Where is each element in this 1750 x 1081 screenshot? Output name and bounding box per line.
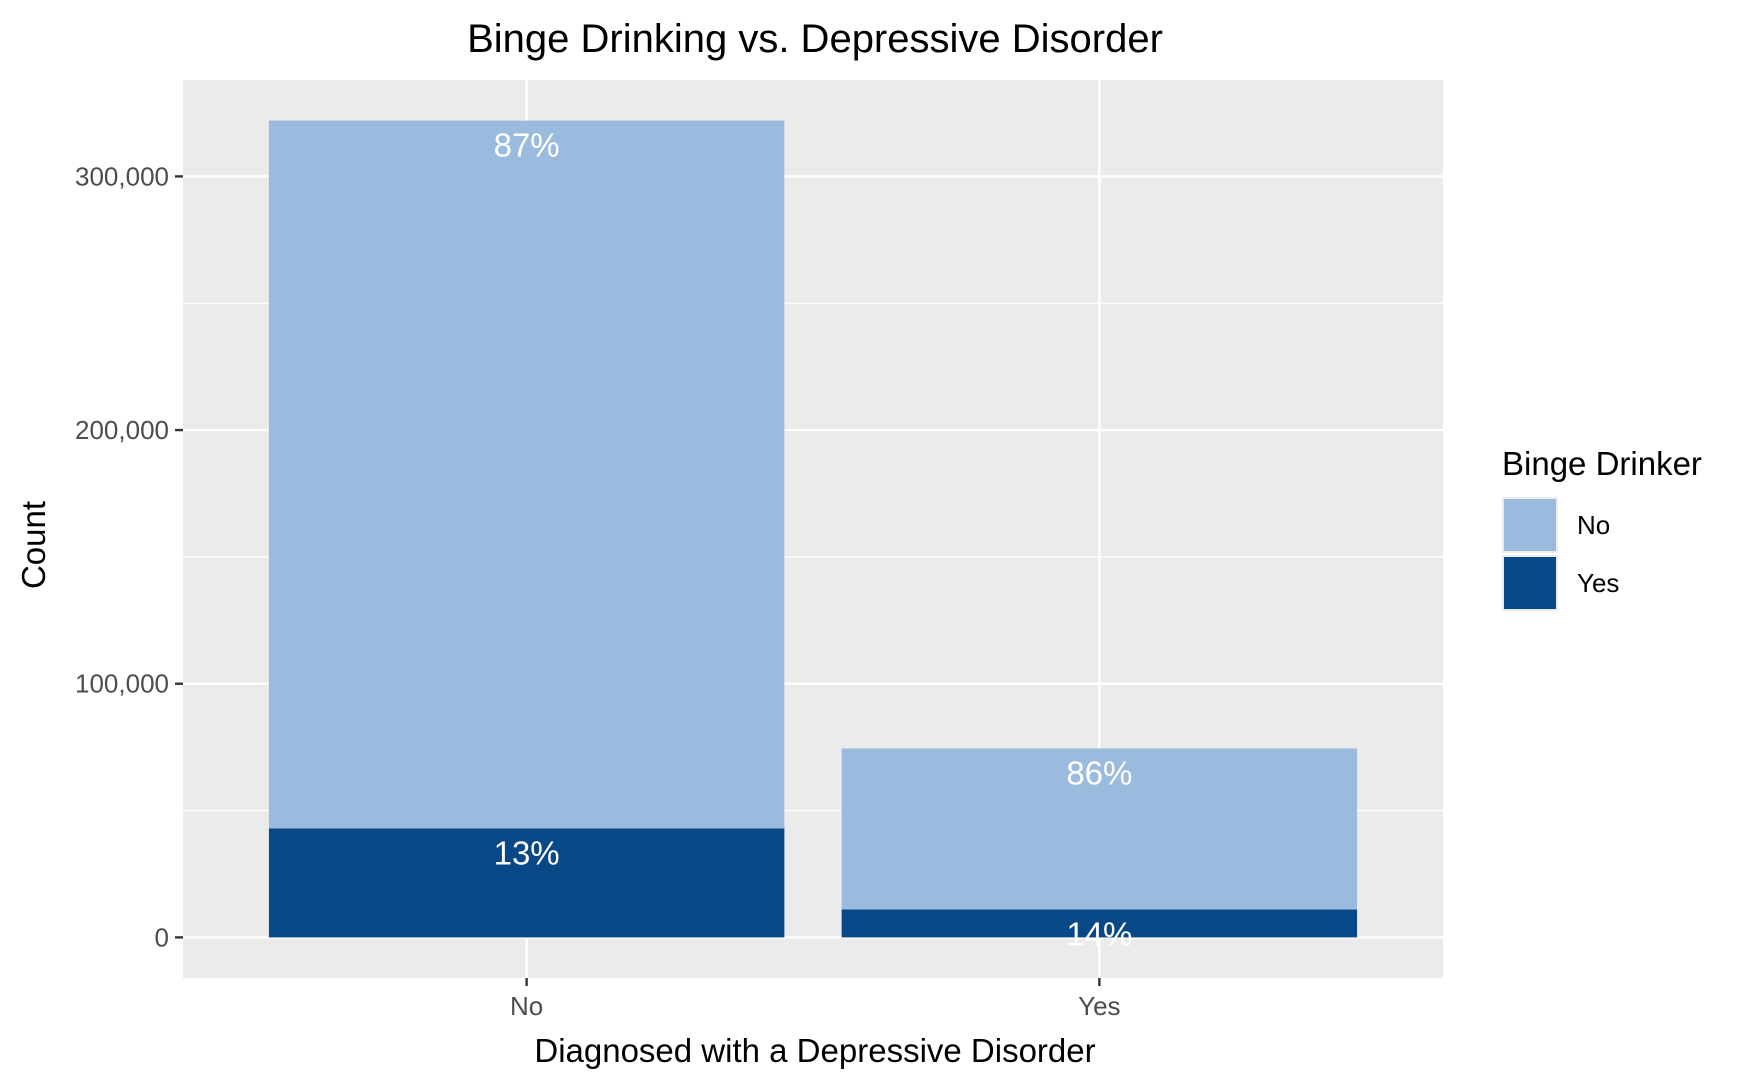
y-tick-label: 200,000: [75, 415, 169, 445]
y-tick-label: 300,000: [75, 161, 169, 191]
x-axis-title: Diagnosed with a Depressive Disorder: [534, 1032, 1095, 1069]
data-labels: 87% 13% 86% 14%: [494, 127, 1133, 953]
legend-swatch-no: [1504, 499, 1556, 551]
legend: Binge Drinker No Yes: [1502, 445, 1702, 611]
y-tick-label: 100,000: [75, 669, 169, 699]
legend-title: Binge Drinker: [1502, 445, 1702, 482]
bar-yes-yes: [841, 909, 1358, 938]
bar-no-yes: [268, 828, 785, 938]
bar-yes-no: [841, 748, 1358, 910]
legend-items: No Yes: [1502, 497, 1619, 611]
data-label: 87%: [494, 127, 560, 164]
legend-swatch-yes: [1504, 557, 1556, 609]
data-label: 14%: [1066, 916, 1132, 953]
x-tick-label: Yes: [1078, 991, 1120, 1021]
bars: [268, 120, 1358, 938]
x-tick-label: No: [510, 991, 543, 1021]
bar-no-no: [268, 120, 785, 829]
x-axis: No Yes: [510, 978, 1121, 1021]
legend-label: Yes: [1577, 568, 1619, 598]
y-tick-label: 0: [155, 922, 169, 952]
data-label: 86%: [1066, 754, 1132, 791]
data-label: 13%: [494, 834, 560, 871]
chart-title: Binge Drinking vs. Depressive Disorder: [467, 17, 1163, 61]
y-axis-title: Count: [15, 501, 52, 589]
legend-label: No: [1577, 510, 1610, 540]
y-axis: 0 100,000 200,000 300,000: [75, 161, 183, 952]
